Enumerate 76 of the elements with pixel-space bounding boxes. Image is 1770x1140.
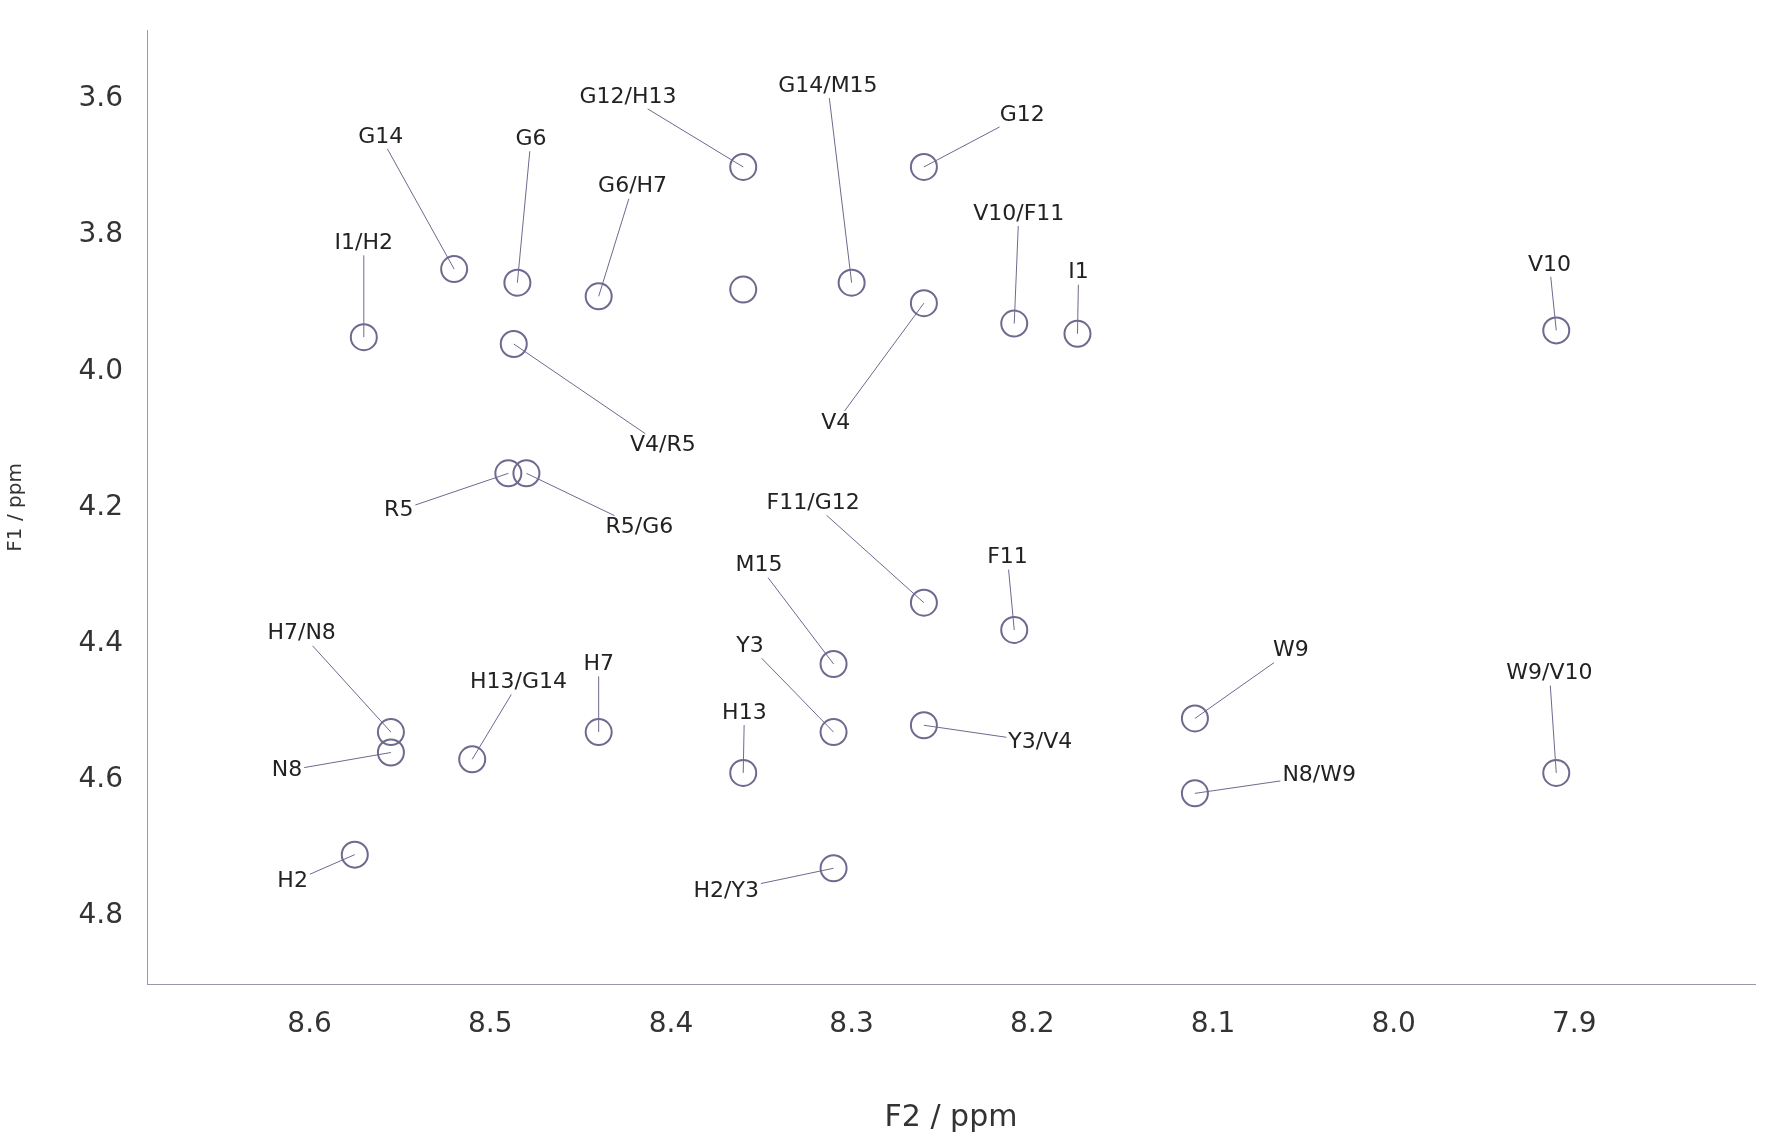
annotation: H13/G14 xyxy=(470,668,568,694)
annotation: Y3 xyxy=(735,631,764,657)
point xyxy=(494,459,523,488)
annotation: H7/N8 xyxy=(267,619,336,645)
y-axis-title: F1 / ppm xyxy=(2,463,27,552)
annotation: H2 xyxy=(277,867,308,893)
point xyxy=(440,255,469,284)
annotation: G6 xyxy=(515,124,547,150)
point xyxy=(837,268,866,297)
annotation: V10 xyxy=(1527,250,1571,276)
point xyxy=(349,323,378,352)
point xyxy=(1000,615,1029,644)
point xyxy=(909,711,938,740)
x-tick-label: 8.4 xyxy=(648,1006,694,1040)
annotation: V4/R5 xyxy=(630,431,696,457)
x-tick-label: 8.0 xyxy=(1371,1006,1416,1040)
y-tick-label: 4.0 xyxy=(78,352,123,386)
point xyxy=(1180,704,1209,733)
point xyxy=(503,268,532,297)
annotation: G14/M15 xyxy=(778,71,878,97)
annotation: N8 xyxy=(271,756,303,782)
annotation: M15 xyxy=(735,551,783,577)
annotation: W9/V10 xyxy=(1506,659,1593,685)
point xyxy=(458,745,487,774)
point xyxy=(819,854,848,883)
annotation: W9 xyxy=(1273,636,1309,662)
point xyxy=(1180,779,1209,808)
y-tick-label: 4.4 xyxy=(78,624,123,658)
point xyxy=(584,282,613,311)
point xyxy=(1542,758,1571,787)
point xyxy=(376,738,405,767)
point xyxy=(729,758,758,787)
x-tick-label: 8.5 xyxy=(468,1006,513,1040)
annotation: G14 xyxy=(358,122,404,148)
point xyxy=(729,275,758,304)
point xyxy=(819,718,848,747)
y-tick-label: 4.6 xyxy=(78,761,123,795)
annotation: V10/F11 xyxy=(973,199,1065,225)
y-tick-label: 4.8 xyxy=(78,897,123,931)
annotation: G6/H7 xyxy=(598,172,668,198)
x-tick-label: 8.6 xyxy=(287,1006,332,1040)
annotation: V4 xyxy=(821,408,851,434)
annotation: Y3/V4 xyxy=(1007,727,1073,753)
point xyxy=(909,289,938,318)
point xyxy=(512,459,541,488)
annotation: G12 xyxy=(999,100,1045,126)
y-tick-label: 3.8 xyxy=(78,216,123,250)
point xyxy=(729,152,758,181)
point xyxy=(1000,309,1029,338)
annotation: I1 xyxy=(1068,258,1089,284)
point xyxy=(499,329,528,358)
point xyxy=(909,588,938,617)
point xyxy=(1542,316,1571,345)
annotation: H7 xyxy=(583,650,614,675)
annotation: H2/Y3 xyxy=(693,876,759,902)
annotation: R5 xyxy=(384,496,414,522)
y-tick-label: 3.6 xyxy=(78,80,123,114)
annotation: H13 xyxy=(722,698,767,724)
annotation: G12/H13 xyxy=(579,82,677,108)
x-tick-label: 7.9 xyxy=(1552,1006,1597,1040)
annotation: F11 xyxy=(987,543,1028,569)
annotation: F11/G12 xyxy=(766,489,860,514)
annotation: R5/G6 xyxy=(605,513,674,539)
x-axis-title: F2 / ppm xyxy=(884,1097,1018,1133)
point xyxy=(1063,319,1092,348)
point xyxy=(376,718,405,747)
point xyxy=(819,650,848,678)
y-tick-label: 4.2 xyxy=(78,488,123,522)
annotation: N8/W9 xyxy=(1282,761,1357,786)
x-tick-label: 8.1 xyxy=(1190,1006,1236,1040)
x-tick-label: 8.2 xyxy=(1010,1006,1055,1040)
point xyxy=(340,840,369,869)
point xyxy=(584,718,613,747)
point xyxy=(909,152,938,181)
annotation: I1/H2 xyxy=(334,229,394,255)
x-tick-label: 8.3 xyxy=(829,1006,874,1040)
